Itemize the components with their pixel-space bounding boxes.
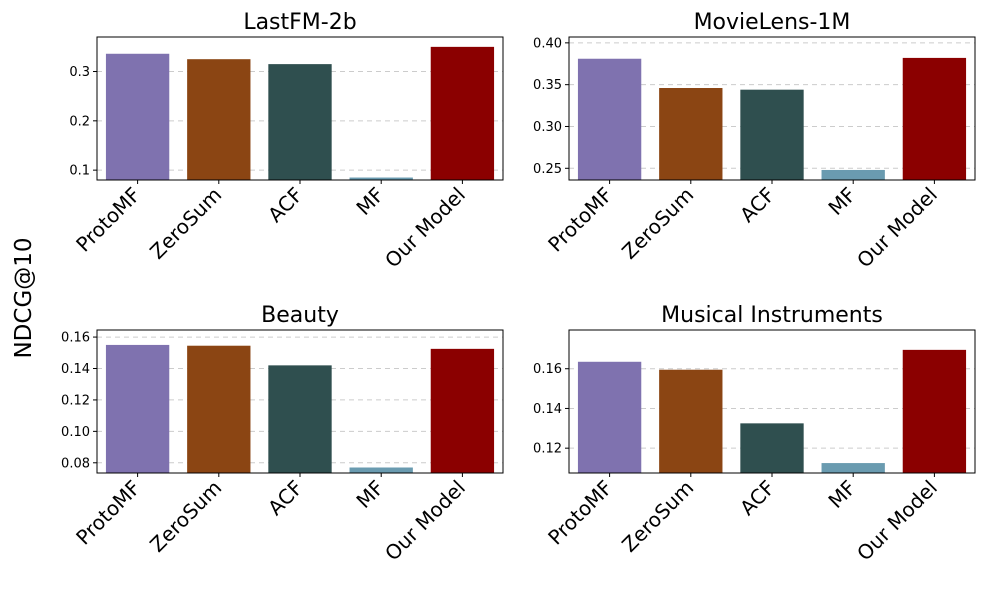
bar-protomf: [577, 361, 642, 473]
x-tick-label-protomf: ProtoMF: [543, 476, 617, 550]
y-tick-label: 0.1: [69, 164, 90, 179]
chart-beauty: 0.08 0.10 0.12 0.14 0.16 ProtoMF ZeroSum ACF MFO…: [61, 303, 504, 566]
x-tick-label-protomf: ProtoMF: [543, 183, 617, 257]
bar-acf: [740, 423, 804, 473]
chart-title: MovieLens-1M: [694, 10, 851, 35]
x-tick-label-our-model: Our Model: [852, 476, 942, 566]
y-tick-label: 0.12: [61, 393, 90, 408]
bar-zerosum: [659, 88, 723, 180]
x-tick-label-zerosum: ZeroSum: [145, 476, 226, 557]
y-tick-label: 0.16: [533, 362, 562, 377]
x-tick-label-mf: MF: [351, 476, 388, 513]
y-tick-label: 0.10: [61, 425, 90, 440]
chart-title: Beauty: [261, 303, 339, 328]
x-tick-label-zerosum: ZeroSum: [617, 183, 698, 264]
bar-mf: [349, 177, 413, 180]
bar-acf: [268, 64, 332, 180]
bar-our-model: [902, 349, 967, 473]
x-tick-label-our-model: Our Model: [380, 476, 470, 566]
y-tick-label: 0.16: [61, 331, 90, 346]
y-tick-label: 0.2: [69, 114, 90, 129]
x-tick-label-acf: ACF: [735, 476, 779, 520]
x-tick-label-acf: ACF: [263, 476, 307, 520]
y-tick-label: 0.12: [533, 442, 562, 457]
y-tick-label: 0.08: [61, 456, 90, 471]
x-tick-label-mf: MF: [823, 476, 860, 513]
bar-acf: [740, 89, 804, 180]
chart-title: Musical Instruments: [661, 303, 883, 328]
y-tick-label: 0.25: [533, 162, 562, 177]
bar-protomf: [105, 53, 170, 180]
y-tick-label: 0.3: [69, 65, 90, 80]
x-tick-label-mf: MF: [823, 183, 860, 220]
y-tick-label: 0.40: [533, 36, 562, 51]
x-tick-label-protomf: ProtoMF: [71, 183, 145, 257]
x-tick-label-protomf: ProtoMF: [71, 476, 145, 550]
y-tick-label: 0.35: [533, 78, 562, 93]
bar-protomf: [105, 344, 170, 473]
bar-our-model: [430, 46, 495, 181]
x-tick-label-zerosum: ZeroSum: [617, 476, 698, 557]
x-tick-label-acf: ACF: [735, 183, 779, 227]
bar-our-model: [902, 57, 967, 180]
bar-zerosum: [187, 345, 251, 473]
bar-acf: [268, 365, 332, 473]
x-tick-label-zerosum: ZeroSum: [145, 183, 226, 264]
bar-mf: [821, 463, 885, 473]
y-tick-label: 0.30: [533, 120, 562, 135]
y-tick-label: 0.14: [533, 402, 562, 417]
bar-protomf: [577, 58, 642, 180]
chart-title: LastFM-2b: [243, 10, 356, 35]
bar-our-model: [430, 348, 495, 473]
x-tick-label-mf: MF: [351, 183, 388, 220]
y-tick-label: 0.14: [61, 362, 90, 377]
bar-zerosum: [659, 369, 723, 473]
shared-y-axis-label: NDCG@10: [11, 237, 37, 358]
bar-zerosum: [187, 59, 251, 181]
x-tick-label-our-model: Our Model: [380, 183, 470, 273]
x-tick-label-acf: ACF: [263, 183, 307, 227]
bar-mf: [349, 467, 413, 473]
x-tick-label-our-model: Our Model: [852, 183, 942, 273]
bar-mf: [821, 169, 885, 180]
